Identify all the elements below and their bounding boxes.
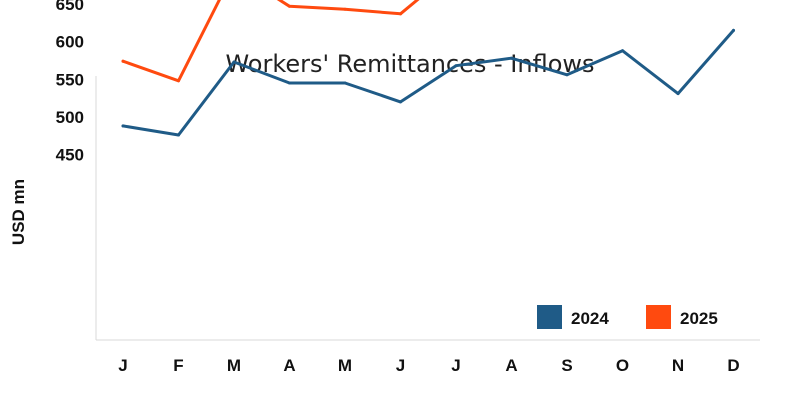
legend-label-2024: 2024 xyxy=(571,309,609,328)
legend: 2024 2025 xyxy=(537,305,718,329)
x-tick-label: A xyxy=(283,356,295,375)
data-point xyxy=(676,92,680,96)
legend-label-2025: 2025 xyxy=(680,309,718,328)
data-point xyxy=(621,49,624,53)
data-point xyxy=(121,124,125,128)
y-tick-group: 450500550600650700 xyxy=(56,0,84,165)
x-tick-label: J xyxy=(396,356,405,375)
x-tick-label: D xyxy=(727,356,739,375)
data-point xyxy=(177,79,180,83)
series-line-2025 xyxy=(121,0,420,83)
x-tick-label: J xyxy=(451,356,460,375)
y-tick-label: 450 xyxy=(56,146,84,165)
series-line-2024 xyxy=(121,28,735,137)
x-tick-label: N xyxy=(672,356,684,375)
chart-title: Workers' Remittances - Inflows xyxy=(225,50,594,78)
series-group xyxy=(121,0,735,137)
y-tick-label: 600 xyxy=(56,33,84,52)
data-point xyxy=(121,59,125,63)
x-tick-label: M xyxy=(338,356,352,375)
x-tick-label: J xyxy=(118,356,127,375)
x-tick-label: S xyxy=(561,356,572,375)
data-point xyxy=(343,7,347,11)
y-tick-label: 550 xyxy=(56,70,84,89)
data-point xyxy=(510,56,513,60)
legend-swatch-2024 xyxy=(537,305,562,329)
x-tick-label: F xyxy=(173,356,183,375)
data-point xyxy=(232,60,236,64)
data-point xyxy=(399,100,402,104)
legend-swatch-2025 xyxy=(646,305,671,329)
data-point xyxy=(399,12,402,16)
data-point xyxy=(732,28,735,32)
y-tick-label: 650 xyxy=(56,0,84,14)
y-axis-label: USD mn xyxy=(9,179,28,245)
x-tick-label: M xyxy=(227,356,241,375)
data-point xyxy=(454,64,458,68)
data-point xyxy=(565,73,569,77)
data-point xyxy=(177,133,180,137)
x-tick-label: O xyxy=(616,356,629,375)
y-tick-label: 500 xyxy=(56,108,84,127)
data-point xyxy=(343,81,347,85)
x-tick-label: A xyxy=(505,356,517,375)
data-point xyxy=(288,81,291,85)
data-point xyxy=(288,4,291,8)
